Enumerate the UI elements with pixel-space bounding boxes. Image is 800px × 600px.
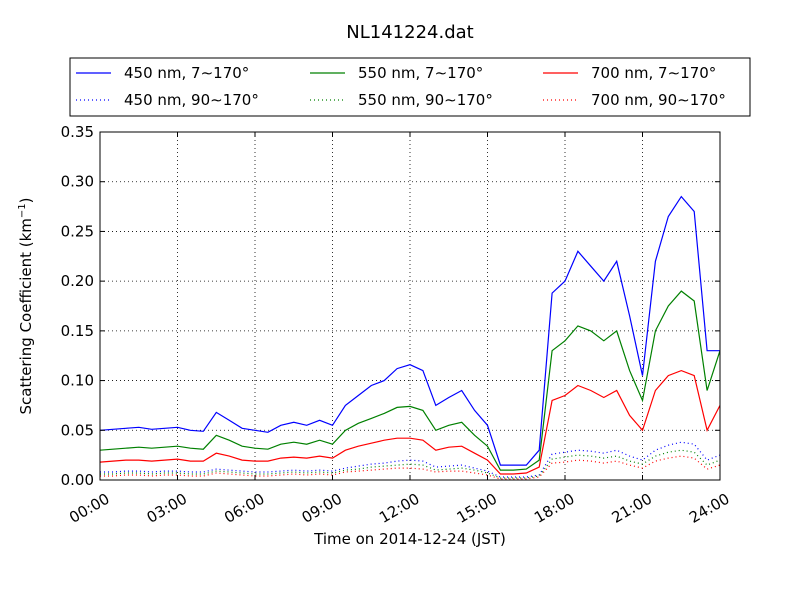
x-tick-label: 15:00 — [454, 490, 500, 527]
legend-label: 450 nm, 90∼170° — [124, 91, 259, 109]
y-tick-label: 0.10 — [61, 372, 94, 390]
y-axis-label-main: Scattering Coefficient (km — [17, 218, 35, 414]
legend-label: 700 nm, 90∼170° — [591, 91, 726, 109]
x-tick-label: 00:00 — [66, 490, 112, 527]
x-tick-label: 24:00 — [686, 490, 732, 527]
legend: 450 nm, 7∼170° 550 nm, 7∼170° 700 nm, 7∼17… — [69, 57, 751, 117]
legend-label: 550 nm, 7∼170° — [358, 64, 483, 82]
x-tick-label: 12:00 — [376, 490, 422, 527]
legend-label: 700 nm, 7∼170° — [591, 64, 716, 82]
x-tick-label: 06:00 — [221, 490, 267, 527]
y-tick-label: 0.20 — [61, 272, 94, 290]
y-tick-label: 0.25 — [61, 222, 94, 240]
y-tick-label: 0.00 — [61, 471, 94, 489]
y-tick-label: 0.15 — [61, 322, 94, 340]
y-tick-label: 0.35 — [61, 123, 94, 141]
x-tick-label: 18:00 — [531, 490, 577, 527]
chart-title: NL141224.dat — [346, 22, 473, 43]
y-tick-label: 0.05 — [61, 421, 94, 439]
y-axis-label-tail: ) — [17, 197, 35, 203]
legend-label: 550 nm, 90∼170° — [358, 91, 493, 109]
x-tick-label: 03:00 — [144, 490, 190, 527]
x-tick-label: 21:00 — [609, 490, 655, 527]
x-axis-label: Time on 2014-12-24 (JST) — [313, 530, 506, 548]
y-tick-label: 0.30 — [61, 173, 94, 191]
series-line-2 — [99, 290, 721, 471]
y-axis-label-sup: −1 — [17, 203, 28, 218]
series-line-3 — [99, 369, 721, 475]
y-axis-label: Scattering Coefficient (km−1) — [17, 197, 35, 414]
legend-label: 450 nm, 7∼170° — [124, 64, 249, 82]
series-line-1 — [99, 195, 720, 466]
series-layer — [99, 195, 721, 480]
x-tick-label: 09:00 — [299, 490, 345, 527]
legend-box — [69, 57, 751, 117]
